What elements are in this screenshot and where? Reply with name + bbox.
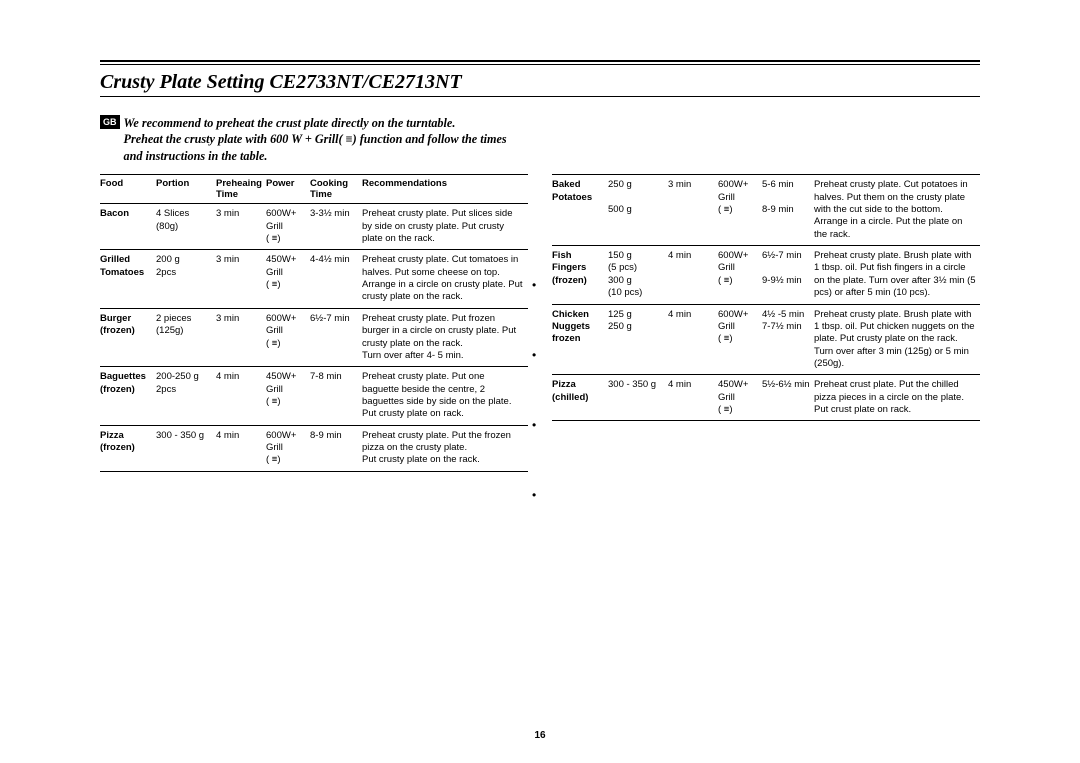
cell-cook: 3-3½ min [310,204,362,250]
cell-portion: 2 pieces(125g) [156,308,216,366]
cell-food: Pizza(frozen) [100,425,156,471]
cell-rec: Preheat crusty plate. Cut potatoes in ha… [814,175,980,246]
intro-line2: Preheat the crusty plate with 600 W + Gr… [124,132,507,162]
gb-badge: GB [100,115,120,129]
cell-power: 600W+Grill( ≡) [718,175,762,246]
page-title: Crusty Plate Setting CE2733NT/CE2713NT [100,71,980,94]
cell-portion: 4 Slices(80g) [156,204,216,250]
cell-rec: Preheat crusty plate. Put slices side by… [362,204,528,250]
cell-portion: 300 - 350 g [608,375,668,421]
table-row: Pizza(frozen)300 - 350 g4 min600W+Grill(… [100,425,528,471]
table-row: BakedPotatoes250 g500 g3 min600W+Grill( … [552,175,980,246]
intro-text: We recommend to preheat the crust plate … [124,115,519,164]
cell-power: 600W+Grill( ≡) [266,425,310,471]
table-row: Bacon4 Slices(80g)3 min600W+Grill( ≡)3-3… [100,204,528,250]
th-preheating: Preheaing Time [216,175,266,204]
top-rule-thick [100,60,980,62]
cell-cook: 4½ -5 min7-7½ min [762,304,814,375]
cell-rec: Preheat crust plate. Put the chilled piz… [814,375,980,421]
cell-food: GrilledTomatoes [100,250,156,308]
cell-rec: Preheat crusty plate. Put one baguette b… [362,367,528,425]
cell-power: 600W+Grill( ≡) [718,246,762,304]
cell-preheat: 3 min [216,204,266,250]
binder-dots: •••• [532,250,536,530]
th-portion: Portion [156,175,216,204]
cell-preheat: 4 min [668,304,718,375]
cell-food: Bacon [100,204,156,250]
cell-food: Burger(frozen) [100,308,156,366]
cell-portion: 200-250 g2pcs [156,367,216,425]
cell-cook: 8-9 min [310,425,362,471]
cell-food: Baguettes(frozen) [100,367,156,425]
th-power: Power [266,175,310,204]
cell-preheat: 4 min [216,425,266,471]
cell-power: 450W+Grill( ≡) [266,367,310,425]
left-column: Food Portion Preheaing Time Power Cookin… [100,174,528,471]
right-table: BakedPotatoes250 g500 g3 min600W+Grill( … [552,174,980,421]
cell-cook: 4-4½ min [310,250,362,308]
cell-rec: Preheat crusty plate. Cut tomatoes in ha… [362,250,528,308]
cell-cook: 5½-6½ min [762,375,814,421]
table-row: ChickenNuggetsfrozen125 g250 g4 min600W+… [552,304,980,375]
cell-preheat: 4 min [216,367,266,425]
cell-portion: 250 g500 g [608,175,668,246]
title-underline [100,96,980,97]
cell-food: FishFingers(frozen) [552,246,608,304]
cell-food: ChickenNuggetsfrozen [552,304,608,375]
cell-power: 600W+Grill( ≡) [266,204,310,250]
cell-food: Pizza(chilled) [552,375,608,421]
cell-preheat: 3 min [216,250,266,308]
th-food: Food [100,175,156,204]
cell-power: 450W+Grill( ≡) [266,250,310,308]
cell-cook: 7-8 min [310,367,362,425]
cell-portion: 300 - 350 g [156,425,216,471]
th-cooking: Cooking Time [310,175,362,204]
right-column: BakedPotatoes250 g500 g3 min600W+Grill( … [552,174,980,471]
cell-power: 450W+Grill( ≡) [718,375,762,421]
cell-rec: Preheat crusty plate. Put frozen burger … [362,308,528,366]
cell-preheat: 3 min [216,308,266,366]
cell-rec: Preheat crusty plate. Put the frozen piz… [362,425,528,471]
left-table: Food Portion Preheaing Time Power Cookin… [100,174,528,471]
cell-food: BakedPotatoes [552,175,608,246]
cell-cook: 5-6 min8-9 min [762,175,814,246]
page-number: 16 [0,730,1080,741]
table-row: Pizza(chilled)300 - 350 g4 min450W+Grill… [552,375,980,421]
cell-portion: 150 g(5 pcs)300 g(10 pcs) [608,246,668,304]
cell-portion: 200 g2pcs [156,250,216,308]
table-row: Burger(frozen)2 pieces(125g)3 min600W+Gr… [100,308,528,366]
cell-cook: 6½-7 min9-9½ min [762,246,814,304]
cell-power: 600W+Grill( ≡) [266,308,310,366]
intro-line1: We recommend to preheat the crust plate … [124,116,456,130]
cell-preheat: 3 min [668,175,718,246]
cell-rec: Preheat crusty plate. Brush plate with 1… [814,304,980,375]
cell-cook: 6½-7 min [310,308,362,366]
cell-preheat: 4 min [668,246,718,304]
table-row: FishFingers(frozen)150 g(5 pcs)300 g(10 … [552,246,980,304]
cell-preheat: 4 min [668,375,718,421]
cell-power: 600W+Grill( ≡) [718,304,762,375]
top-rule-thin [100,64,980,65]
cell-portion: 125 g250 g [608,304,668,375]
table-row: GrilledTomatoes200 g2pcs3 min450W+Grill(… [100,250,528,308]
th-recommendations: Recommendations [362,175,528,204]
table-row: Baguettes(frozen)200-250 g2pcs4 min450W+… [100,367,528,425]
cell-rec: Preheat crusty plate. Brush plate with 1… [814,246,980,304]
